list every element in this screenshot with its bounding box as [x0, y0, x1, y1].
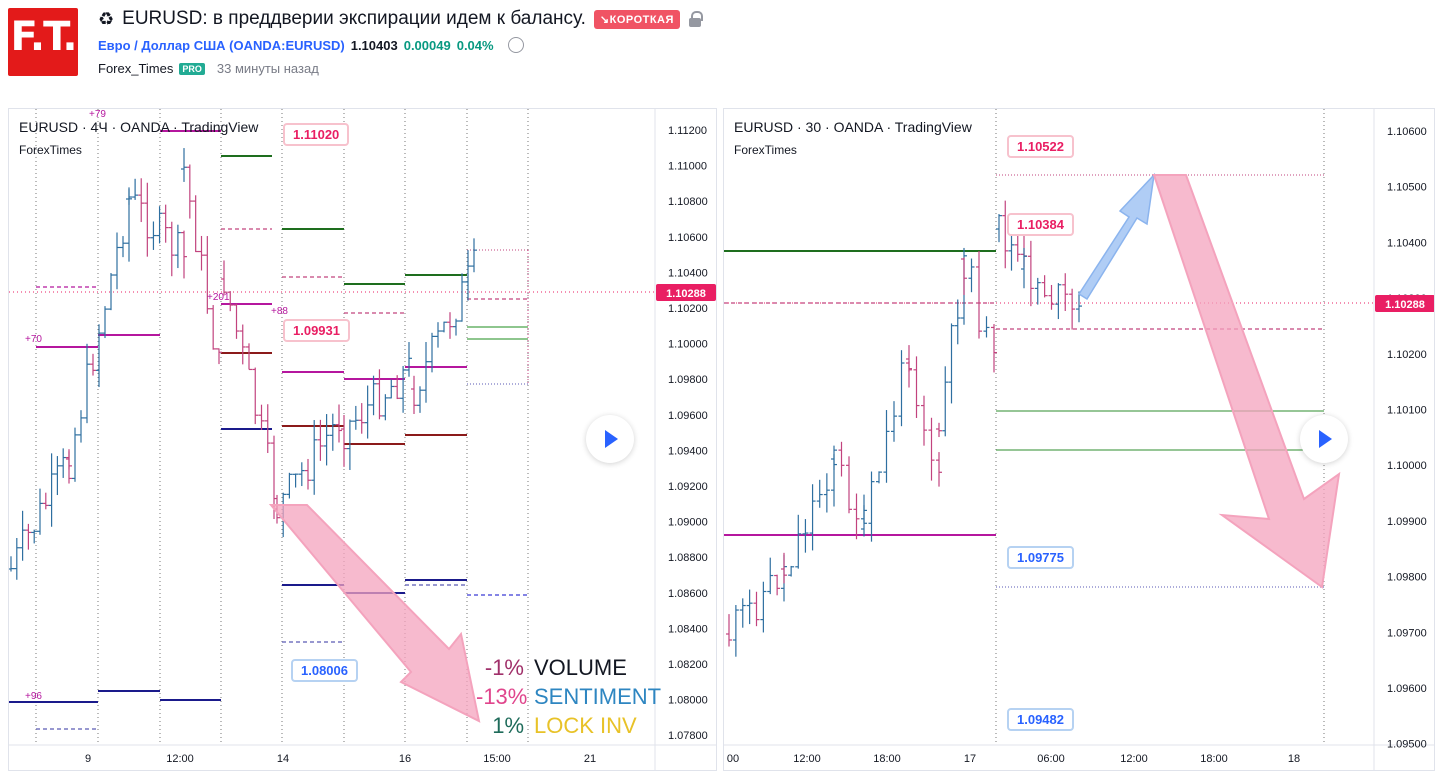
volume-delta-label: +70 — [25, 334, 42, 345]
callout-4h-mid: 1.09931 — [283, 319, 350, 342]
play-button-4h[interactable] — [586, 415, 634, 463]
stat-sentiment-label: SENTIMENT — [534, 684, 662, 709]
x-tick-label: 12:00 — [1120, 753, 1148, 765]
current-price-label: 1.10288 — [1385, 299, 1425, 311]
current-price-tag — [1375, 295, 1434, 312]
stat-lock-inv-label: LOCK INV — [534, 713, 637, 738]
y-tick-label: 1.09500 — [1387, 739, 1427, 751]
symbol-price: 1.10403 — [350, 37, 398, 53]
volume-delta-label: +96 — [25, 691, 42, 702]
x-tick-label: 18:00 — [1200, 753, 1228, 765]
y-tick-label: 1.09700 — [1387, 627, 1427, 639]
x-tick-label: 18:00 — [873, 753, 901, 765]
y-tick-label: 1.10800 — [668, 196, 708, 208]
volume-delta-label: +79 — [89, 109, 106, 120]
callout-4h-target: 1.08006 — [291, 659, 358, 682]
chart-30m-watermark: ForexTimes — [734, 143, 797, 157]
sentiment-stats: -1% VOLUME -13% SENTIMENT 1% LOCK INV — [476, 653, 661, 740]
current-price-label: 1.10288 — [666, 288, 706, 300]
y-tick-label: 1.10000 — [1387, 460, 1427, 472]
symbol-link[interactable]: Евро / Доллар США (OANDA:EURUSD) — [98, 37, 345, 53]
callout-30m-low: 1.09482 — [1007, 708, 1074, 731]
x-tick-label: 16 — [399, 753, 411, 765]
y-tick-label: 1.10400 — [668, 267, 708, 279]
chart-30m[interactable]: 1.106001.105001.104001.103001.102001.101… — [723, 108, 1435, 771]
play-button-30m[interactable] — [1300, 415, 1348, 463]
y-tick-label: 1.08600 — [668, 588, 708, 600]
y-tick-label: 1.08800 — [668, 552, 708, 564]
stat-lock-inv: 1% LOCK INV — [476, 711, 661, 740]
chart-4h-watermark: ForexTimes — [19, 143, 82, 157]
y-tick-label: 1.10600 — [1387, 126, 1427, 138]
volume-delta-label: +88 — [271, 306, 288, 317]
y-tick-label: 1.09400 — [668, 445, 708, 457]
x-tick-label: 18 — [1288, 753, 1300, 765]
x-tick-label: 12:00 — [793, 753, 821, 765]
y-tick-label: 1.08200 — [668, 659, 708, 671]
y-tick-label: 1.11000 — [668, 161, 707, 173]
symbol-change-pct: 0.04% — [456, 37, 494, 53]
stat-volume: -1% VOLUME — [476, 653, 661, 682]
y-tick-label: 1.08400 — [668, 623, 708, 635]
stat-sentiment-pct: -13% — [476, 684, 528, 709]
y-tick-label: 1.10500 — [1387, 182, 1427, 194]
y-tick-label: 1.09600 — [668, 410, 708, 422]
published-time: 33 минуты назад — [216, 61, 319, 76]
chart-30m-title: EURUSD · 30 · OANDA · TradingView — [734, 119, 972, 135]
y-tick-label: 1.10200 — [668, 303, 708, 315]
chart-4h-canvas: 1.11200 1.11000 1.10800 1.10600 1.10400 1.102… — [9, 109, 716, 770]
x-tick-label: 12:00 — [166, 753, 194, 765]
chart-4h[interactable]: 1.11200 1.11000 1.10800 1.10600 1.10400 1.102… — [8, 108, 717, 771]
volume-delta-label: +201 — [207, 292, 230, 303]
y-tick-label: 1.10200 — [1387, 349, 1427, 361]
author-row: Forex_Times PRO 33 минуты назад — [98, 61, 319, 76]
lock-icon — [688, 11, 703, 27]
bullish-forecast-arrow — [1077, 172, 1156, 301]
stat-volume-pct: -1% — [484, 655, 524, 680]
author-name[interactable]: Forex_Times — [98, 61, 174, 76]
y-tick-label: 1.10400 — [1387, 237, 1427, 249]
bearish-forecast-arrow — [1152, 174, 1341, 589]
symbol-change: 0.00049 — [403, 37, 451, 53]
chart-30m-canvas: 1.106001.105001.104001.103001.102001.101… — [724, 109, 1434, 770]
stat-volume-label: VOLUME — [534, 655, 627, 680]
y-tick-label: 1.08000 — [668, 695, 708, 707]
bearish-forecast-arrow — [268, 504, 481, 723]
short-badge: ↘КОРОТКАЯ — [593, 9, 680, 29]
y-tick-label: 1.10000 — [668, 339, 708, 351]
x-tick-label: 9 — [85, 753, 91, 765]
x-tick-label: 14 — [277, 753, 289, 765]
x-tick-label: 17 — [964, 753, 976, 765]
alarm-clock-icon[interactable] — [507, 37, 524, 53]
callout-30m-level: 1.10384 — [1007, 213, 1074, 236]
idea-title-row: ♻ EURUSD: в преддверии экспирации идем к… — [98, 8, 703, 30]
current-price-tag — [656, 284, 716, 301]
y-tick-label: 1.09900 — [1387, 516, 1427, 528]
y-tick-label: 1.09800 — [668, 374, 708, 386]
stat-lock-inv-pct: 1% — [492, 713, 524, 738]
logo-text: F.T. — [10, 14, 77, 60]
y-tick-label: 1.10600 — [668, 232, 708, 244]
symbol-row: Евро / Доллар США (OANDA:EURUSD) 1.10403… — [98, 37, 524, 53]
x-tick-label: 00 — [727, 753, 739, 765]
callout-4h-high: 1.11020 — [283, 123, 350, 146]
y-tick-label: 1.10100 — [1387, 405, 1427, 417]
chart-4h-title: EURUSD · 4Ч · OANDA · TradingView — [19, 119, 259, 135]
callout-30m-high: 1.10522 — [1007, 135, 1074, 158]
y-tick-label: 1.11200 — [668, 125, 707, 137]
idea-title: EURUSD: в преддверии экспирации идем к б… — [122, 8, 586, 29]
y-tick-label: 1.09800 — [1387, 572, 1427, 584]
callout-30m-target: 1.09775 — [1007, 546, 1074, 569]
pro-badge: PRO — [179, 62, 205, 75]
y-tick-label: 1.07800 — [668, 730, 708, 742]
stat-sentiment: -13% SENTIMENT — [476, 682, 661, 711]
x-tick-label: 15:00 — [483, 753, 511, 765]
recycle-icon: ♻ — [98, 8, 115, 29]
y-tick-label: 1.09000 — [668, 517, 708, 529]
y-tick-label: 1.09600 — [1387, 683, 1427, 695]
y-tick-label: 1.09200 — [668, 481, 708, 493]
x-tick-label: 06:00 — [1037, 753, 1065, 765]
x-tick-label: 21 — [584, 753, 596, 765]
forex-times-logo[interactable]: F.T. — [8, 8, 78, 76]
